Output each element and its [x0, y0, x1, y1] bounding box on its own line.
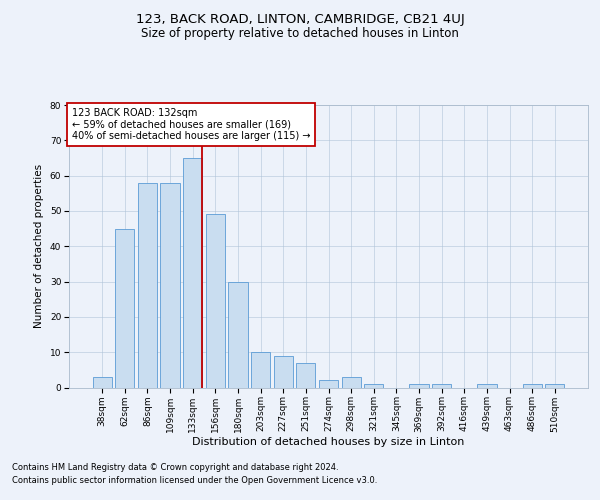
Bar [523, 384, 542, 388]
Bar [251, 352, 270, 388]
Text: Size of property relative to detached houses in Linton: Size of property relative to detached ho… [141, 28, 459, 40]
Bar [364, 384, 383, 388]
Bar [319, 380, 338, 388]
Bar [229, 282, 248, 388]
Bar [115, 228, 134, 388]
Bar [296, 363, 316, 388]
Bar [274, 356, 293, 388]
Bar [545, 384, 565, 388]
Bar [138, 182, 157, 388]
Bar [206, 214, 225, 388]
X-axis label: Distribution of detached houses by size in Linton: Distribution of detached houses by size … [193, 437, 464, 447]
Bar [341, 377, 361, 388]
Bar [160, 182, 180, 388]
Text: Contains public sector information licensed under the Open Government Licence v3: Contains public sector information licen… [12, 476, 377, 485]
Y-axis label: Number of detached properties: Number of detached properties [34, 164, 44, 328]
Bar [477, 384, 497, 388]
Text: 123 BACK ROAD: 132sqm
← 59% of detached houses are smaller (169)
40% of semi-det: 123 BACK ROAD: 132sqm ← 59% of detached … [71, 108, 310, 141]
Bar [92, 377, 112, 388]
Bar [432, 384, 451, 388]
Bar [183, 158, 202, 388]
Text: Contains HM Land Registry data © Crown copyright and database right 2024.: Contains HM Land Registry data © Crown c… [12, 462, 338, 471]
Text: 123, BACK ROAD, LINTON, CAMBRIDGE, CB21 4UJ: 123, BACK ROAD, LINTON, CAMBRIDGE, CB21 … [136, 12, 464, 26]
Bar [409, 384, 428, 388]
